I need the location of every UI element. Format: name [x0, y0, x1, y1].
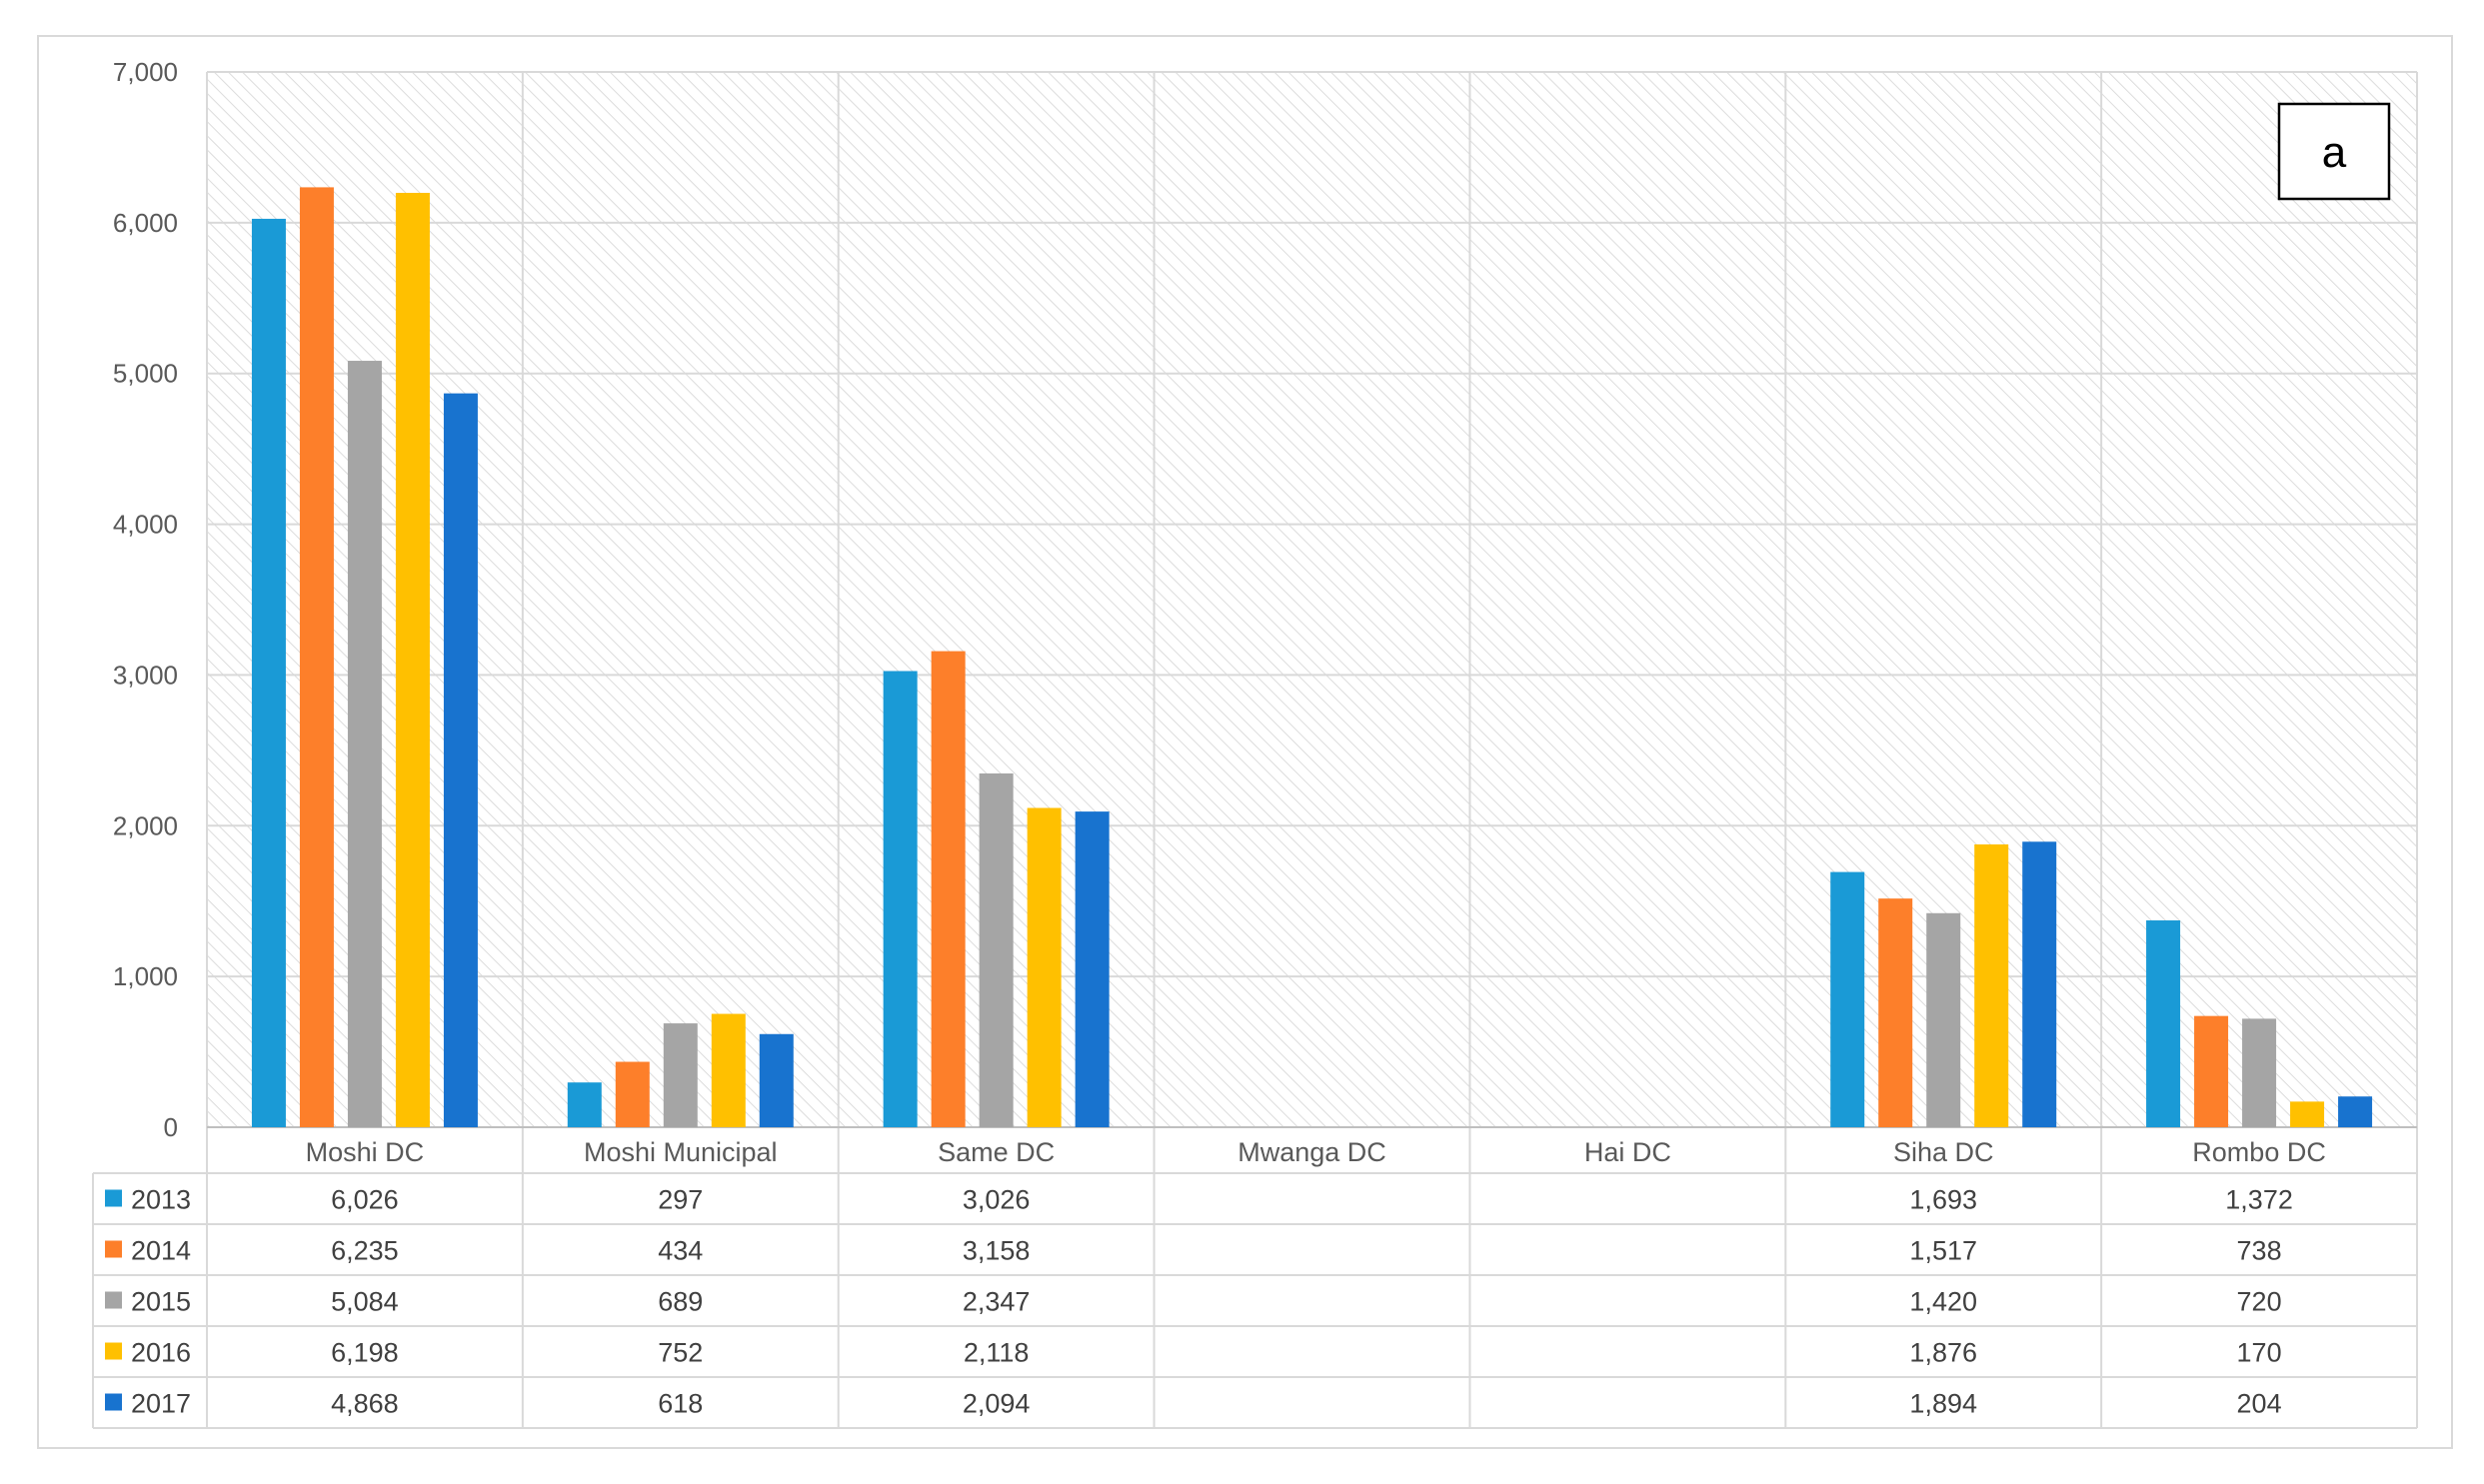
- legend-label: 2016: [131, 1338, 191, 1368]
- data-table-value: 2,094: [963, 1389, 1031, 1419]
- bar: [2290, 1101, 2325, 1127]
- y-tick-label: 5,000: [113, 359, 178, 389]
- bar: [1878, 898, 1913, 1127]
- category-label: Siha DC: [1893, 1137, 1994, 1167]
- category-label: Moshi Municipal: [584, 1137, 778, 1167]
- legend-label: 2017: [131, 1389, 191, 1419]
- legend-swatch: [105, 1291, 122, 1309]
- data-table-value: 4,868: [331, 1389, 399, 1419]
- category-label: Hai DC: [1584, 1137, 1671, 1167]
- panel-label-box: [2277, 102, 2391, 201]
- bar: [2242, 1018, 2277, 1127]
- y-tick-label: 3,000: [113, 660, 178, 690]
- data-table-value: 3,026: [963, 1185, 1031, 1215]
- legend-label: 2015: [131, 1287, 191, 1317]
- legend-swatch: [105, 1240, 122, 1258]
- data-table-value: 297: [658, 1185, 703, 1215]
- category-label: Rombo DC: [2192, 1137, 2326, 1167]
- bar: [759, 1033, 794, 1127]
- bar: [567, 1082, 602, 1127]
- data-table-value: 6,026: [331, 1185, 399, 1215]
- bar: [1974, 843, 2009, 1127]
- data-table-value: 2,118: [964, 1338, 1030, 1368]
- data-table-value: 170: [2237, 1338, 2282, 1368]
- bar: [1075, 811, 1110, 1127]
- bar: [615, 1061, 650, 1127]
- bar: [979, 772, 1014, 1127]
- bar: [443, 393, 478, 1127]
- bar: [1027, 807, 1062, 1127]
- bar: [251, 218, 286, 1127]
- data-table-value: 1,420: [1909, 1287, 1977, 1317]
- y-tick-label: 7,000: [113, 57, 178, 87]
- bar: [2338, 1096, 2373, 1127]
- y-tick-label: 0: [164, 1112, 178, 1142]
- bar: [663, 1023, 698, 1127]
- category-label: Mwanga DC: [1238, 1137, 1386, 1167]
- bar: [2022, 841, 2057, 1127]
- data-table-value: 738: [2237, 1236, 2282, 1266]
- data-table-value: 204: [2237, 1389, 2282, 1419]
- data-table-value: 2,347: [963, 1287, 1031, 1317]
- data-table-value: 618: [658, 1389, 703, 1419]
- data-table-value: 434: [658, 1236, 703, 1266]
- legend-swatch: [105, 1393, 122, 1411]
- bar: [347, 361, 382, 1127]
- bar: [883, 671, 918, 1127]
- data-table-value: 3,158: [963, 1236, 1031, 1266]
- data-table-value: 1,876: [1909, 1338, 1977, 1368]
- category-label: Same DC: [938, 1137, 1055, 1167]
- category-label: Moshi DC: [306, 1137, 425, 1167]
- bar: [931, 651, 966, 1127]
- data-table-value: 6,235: [331, 1236, 399, 1266]
- y-tick-label: 4,000: [113, 510, 178, 540]
- bar: [2146, 920, 2181, 1127]
- y-tick-label: 6,000: [113, 208, 178, 238]
- panel-label: a: [2322, 128, 2347, 177]
- data-table-value: 1,517: [1909, 1236, 1977, 1266]
- bar: [1926, 912, 1961, 1127]
- data-table-value: 5,084: [331, 1287, 399, 1317]
- data-table-value: 752: [658, 1338, 703, 1368]
- bar: [299, 187, 334, 1128]
- bar: [2194, 1015, 2229, 1127]
- data-table-value: 689: [658, 1287, 703, 1317]
- data-table-value: 1,693: [1909, 1185, 1977, 1215]
- data-table-value: 1,372: [2225, 1185, 2293, 1215]
- data-table-value: 6,198: [331, 1338, 399, 1368]
- legend-swatch: [105, 1189, 122, 1207]
- legend-label: 2014: [131, 1236, 191, 1266]
- y-tick-label: 1,000: [113, 961, 178, 991]
- legend-swatch: [105, 1342, 122, 1360]
- bar: [395, 192, 430, 1127]
- y-tick-label: 2,000: [113, 810, 178, 840]
- plot-area: [207, 72, 2417, 1127]
- data-table-value: 720: [2237, 1287, 2282, 1317]
- data-table-value: 1,894: [1909, 1389, 1977, 1419]
- bar: [1830, 871, 1865, 1127]
- legend-label: 2013: [131, 1185, 191, 1215]
- bar: [711, 1013, 746, 1127]
